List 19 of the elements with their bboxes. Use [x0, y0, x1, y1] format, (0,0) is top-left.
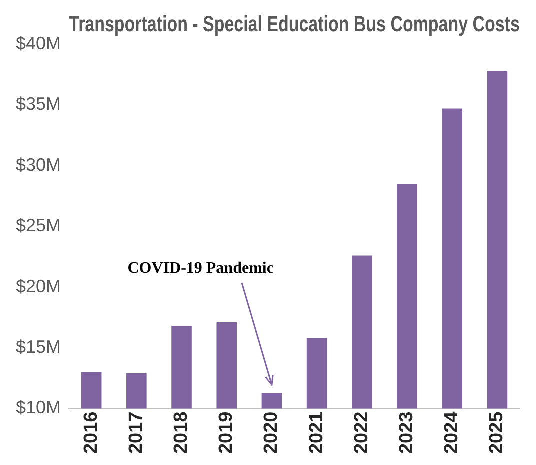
y-tick-label: $40M [16, 33, 62, 54]
x-tick-label: 2021 [306, 411, 328, 454]
y-tick-label: $20M [16, 276, 62, 296]
annotation: COVID-19 Pandemic [128, 260, 274, 278]
y-tick-label: $15M [16, 336, 62, 357]
y-tick-label: $30M [16, 154, 62, 175]
x-tick-label: 2018 [171, 412, 192, 454]
chart-title: Transportation - Special Education Bus Company Costs [69, 12, 520, 37]
x-tick-label: 2023 [396, 412, 418, 454]
y-tick-label: $35M [16, 94, 62, 114]
x-tick-label: 2025 [486, 411, 508, 454]
y-tick-label: $10M [16, 398, 62, 418]
x-tick-label: 2019 [216, 412, 238, 454]
x-tick-label: 2017 [126, 412, 147, 454]
x-tick-label: 2024 [442, 411, 463, 454]
y-tick-label: $25M [16, 216, 62, 236]
x-tick-label: 2016 [80, 412, 102, 454]
x-tick-label: 2020 [261, 412, 282, 454]
x-tick-label: 2022 [351, 412, 372, 454]
